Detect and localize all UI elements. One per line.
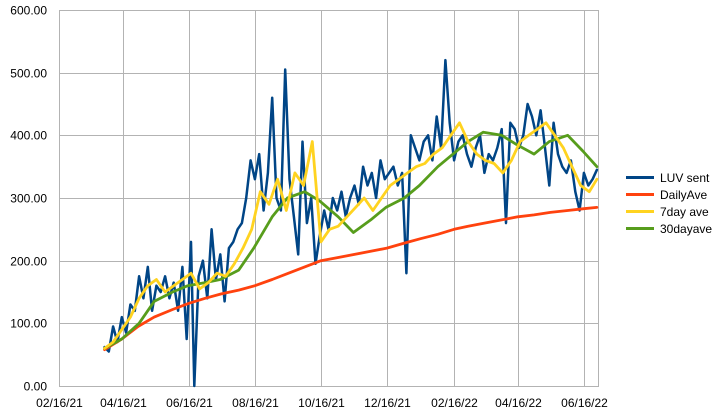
legend-swatch-luv-sent bbox=[626, 176, 654, 179]
legend-swatch-30dayave bbox=[626, 227, 654, 230]
y-tick-label: 400.00 bbox=[10, 129, 47, 143]
legend-swatch-7day-ave bbox=[626, 210, 654, 213]
x-tick-label: 08/16/21 bbox=[232, 396, 279, 410]
legend-label-30dayave: 30dayave bbox=[660, 221, 713, 236]
legend-item-dailyave: DailyAve bbox=[626, 186, 718, 203]
plot-area-border bbox=[59, 10, 599, 387]
legend-label-luv-sent: LUV sent bbox=[660, 170, 710, 185]
series-line-30dayave bbox=[103, 130, 599, 350]
y-tick-label: 200.00 bbox=[10, 255, 47, 269]
x-tick-label: 04/16/22 bbox=[495, 396, 542, 410]
legend-item-30dayave: 30dayave bbox=[626, 220, 718, 237]
series-line-7day-ave bbox=[103, 121, 599, 350]
legend-swatch-dailyave bbox=[626, 193, 654, 196]
y-tick-label: 100.00 bbox=[10, 317, 47, 331]
x-tick-label: 10/16/21 bbox=[298, 396, 345, 410]
y-tick-label: 500.00 bbox=[10, 67, 47, 81]
y-tick-label: 300.00 bbox=[10, 192, 47, 206]
gridlines bbox=[59, 10, 598, 387]
x-tick-label: 02/16/21 bbox=[36, 396, 83, 410]
x-tick-label: 04/16/21 bbox=[100, 396, 147, 410]
y-tick-label: 600.00 bbox=[10, 4, 47, 18]
x-tick-label: 06/16/21 bbox=[166, 396, 213, 410]
axes: 0.00 100.00 200.00 300.00 400.00 500.00 600.00… bbox=[10, 4, 608, 411]
series-lines bbox=[103, 58, 599, 388]
legend: LUV sent DailyAve 7day ave 30dayave bbox=[626, 169, 718, 237]
legend-item-7day-ave: 7day ave bbox=[626, 203, 718, 220]
series-line-luv-sent bbox=[103, 58, 599, 388]
y-tick-label: 0.00 bbox=[24, 380, 48, 394]
legend-label-7day-ave: 7day ave bbox=[660, 204, 709, 219]
series-line-dailyave bbox=[103, 205, 599, 352]
x-tick-label: 06/16/22 bbox=[561, 396, 608, 410]
legend-label-dailyave: DailyAve bbox=[660, 187, 708, 202]
x-tick-label: 12/16/21 bbox=[364, 396, 411, 410]
x-tick-label: 02/16/22 bbox=[431, 396, 478, 410]
legend-item-luv-sent: LUV sent bbox=[626, 169, 718, 186]
